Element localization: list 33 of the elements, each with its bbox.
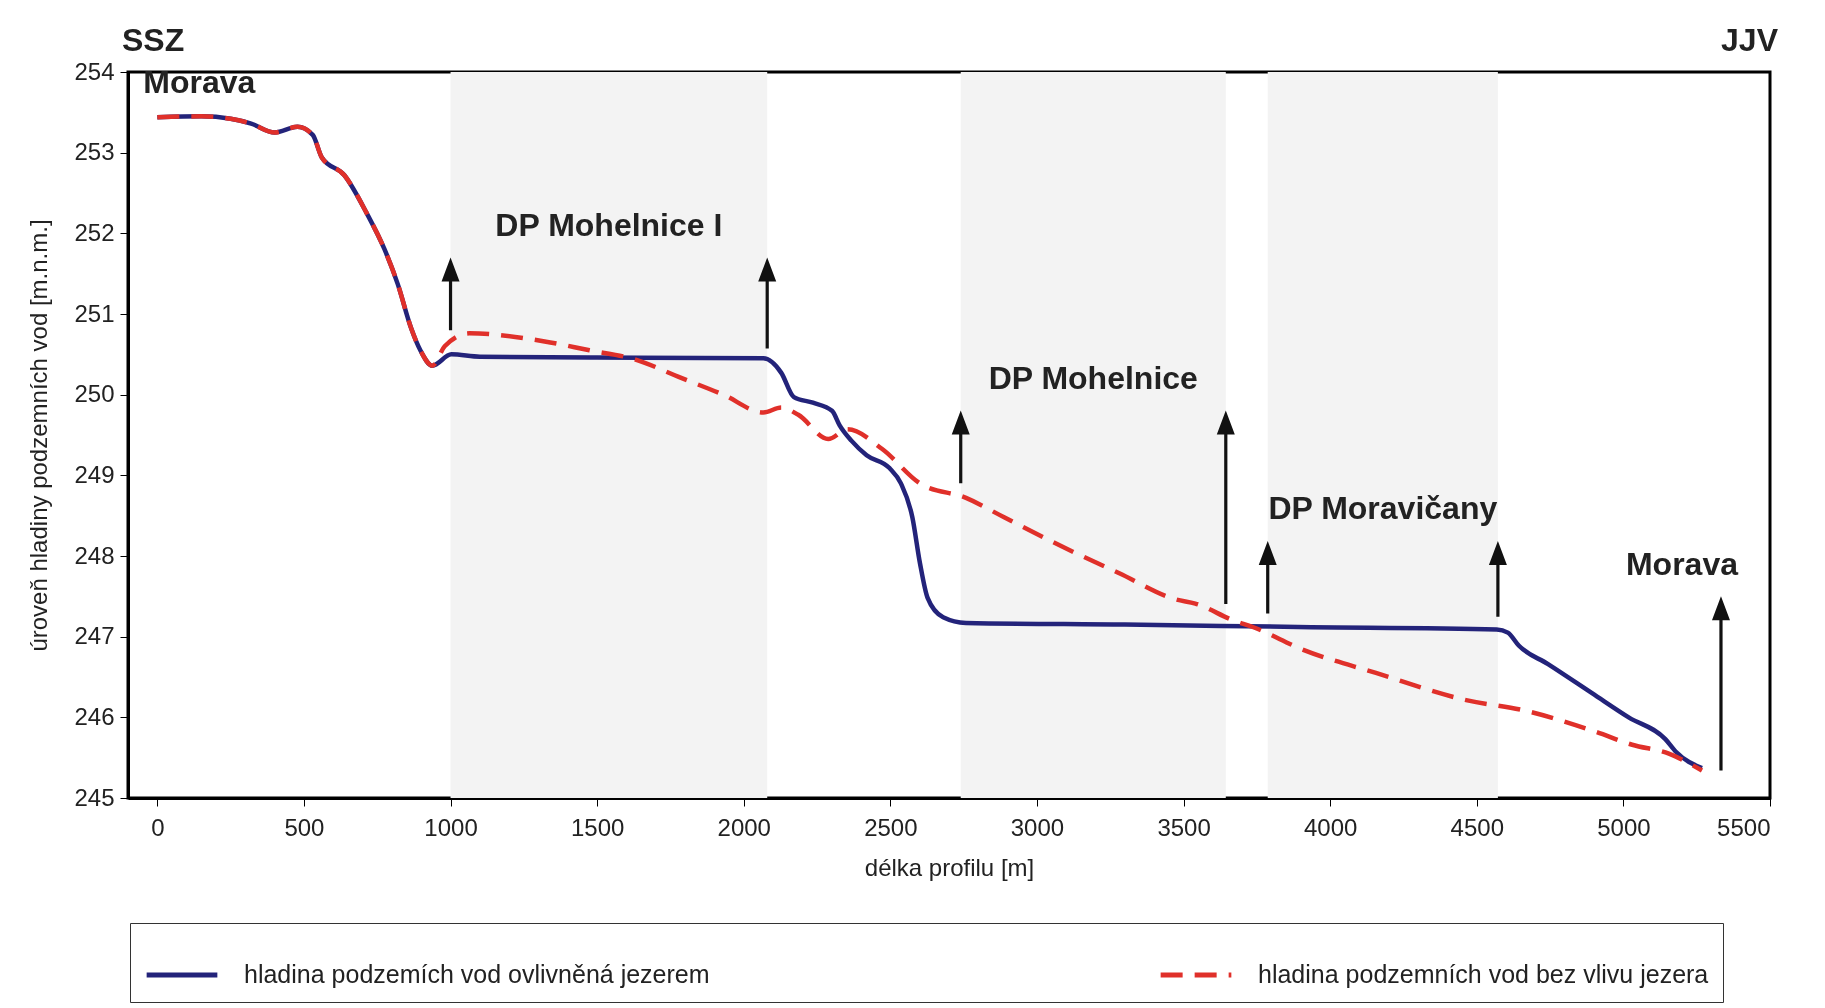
y-tick-label: 245	[74, 783, 115, 811]
x-tick-label: 1000	[424, 813, 478, 841]
x-tick-label: 4500	[1450, 813, 1504, 841]
annotation: Morava	[143, 64, 256, 101]
y-tick-label: 246	[74, 702, 115, 730]
x-tick-label: 500	[284, 813, 325, 841]
x-tick-label: 3000	[1010, 813, 1065, 841]
text: JJV	[1721, 22, 1779, 58]
y-tick-label: 250	[74, 380, 115, 408]
x-tick-label: 0	[151, 813, 165, 841]
x-tick-label: 4000	[1303, 813, 1358, 841]
y-tick-label: 247	[74, 622, 115, 650]
x-axis-title: délka profilu [m]	[864, 853, 1035, 881]
annotation: Morava	[1625, 545, 1739, 582]
y-tick-label: 252	[74, 218, 115, 246]
x-tick-label: 5000	[1597, 813, 1651, 841]
y-tick-label: 249	[74, 460, 115, 488]
band-label: DP Mohelnice	[988, 360, 1198, 397]
band-label: DP Mohelnice I	[495, 207, 723, 244]
y-axis-title: úroveň hladiny podzemních vod [m.n.m.]	[25, 219, 53, 652]
legend-label: hladina podzemních vod bez vlivu jezera	[1258, 960, 1709, 988]
x-tick-label: 5500	[1717, 813, 1771, 841]
y-tick-label: 254	[74, 57, 115, 85]
y-tick-label: 251	[74, 299, 115, 327]
y-tick-label: 248	[74, 541, 115, 569]
y-tick-label: 253	[74, 138, 115, 166]
text: SSZ	[122, 22, 185, 58]
legend-label: hladina podzemích vod ovlivněná jezerem	[244, 960, 710, 988]
x-tick-label: 2000	[717, 813, 771, 841]
x-tick-label: 1500	[570, 813, 625, 841]
x-tick-label: 2500	[864, 813, 918, 841]
band-label: DP Moravičany	[1268, 490, 1498, 527]
x-tick-label: 3500	[1157, 813, 1211, 841]
